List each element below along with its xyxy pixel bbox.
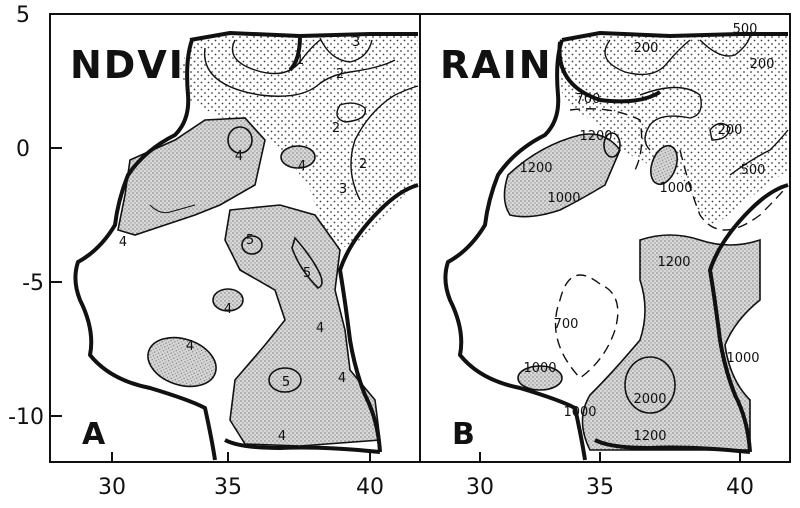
rain-contour-label: 500 [733,22,758,37]
rain-contour-label: 1200 [657,255,690,270]
ndvi-contour-label: 5 [303,266,311,281]
rain-dashed-contour [679,149,789,231]
rain-contour-label: 200 [750,57,775,72]
rain-landmass-outline [557,41,662,104]
panel-b: 500 200 200 700 1200 200 1200 1000 1000 500 1200 70… [440,22,789,461]
x-tick-label: 40 [356,475,384,500]
ndvi-contour-line [149,204,196,214]
ndvi-contour-label: 3 [339,182,347,197]
ndvi-contour-label: 4 [119,235,127,250]
ndvi-contour-label: 5 [282,375,290,390]
ndvi-shaded-oval-1 [280,145,316,169]
rain-contour-label: 700 [554,317,579,332]
ndvi-landmass-outline [73,31,419,461]
rain-contour-label: 1200 [519,161,552,176]
rain-contour-line [604,39,691,76]
ndvi-shaded-oval-3 [147,336,217,388]
rain-contour-ring [603,132,621,158]
rain-dashed-contour [569,108,643,171]
ndvi-contour-label: 5 [246,233,254,248]
ndvi-contour-ring [241,235,263,255]
rain-contour-label: 1000 [726,351,759,366]
ndvi-contour-label: 2 [336,67,344,82]
rain-shaded-oval-2 [517,365,563,391]
rain-contour-labels: 500 200 200 700 1200 200 1200 1000 1000 500 1200 70… [519,22,774,444]
ndvi-contour-label: 1 [296,53,304,68]
rain-contour-line [729,129,789,176]
ndvi-contour-label: 4 [235,149,243,164]
ndvi-contour-label: 4 [278,429,286,444]
rain-dashed-contour [554,274,619,379]
rain-contour-label: 2000 [633,392,666,407]
ndvi-contour-ring [227,126,253,154]
x-axis: 30 35 40 30 35 40 [98,452,754,500]
ndvi-contour-ring [268,367,302,393]
ndvi-shaded-zone-1 [117,117,266,236]
ndvi-contour-ring [291,236,323,289]
ndvi-contour-label: 4 [224,302,232,317]
rain-contour-label: 1000 [547,191,580,206]
x-tick-label: 40 [726,475,754,500]
panel-b-letter: B [452,417,475,452]
x-tick-label: 30 [466,475,494,500]
ndvi-contour-label: 4 [298,159,306,174]
rain-shaded-zone-1 [503,133,621,218]
panel-b-title: RAIN [440,43,553,87]
y-tick-label: 5 [16,3,30,28]
rain-contour-label: 1000 [523,361,556,376]
rain-contour-label: 1200 [633,429,666,444]
ndvi-shaded-oval-2 [212,288,244,312]
x-tick-label: 35 [586,475,614,500]
ndvi-contour-line [203,47,396,97]
ndvi-contour-label: 4 [338,371,346,386]
rain-contour-label: 700 [576,92,601,107]
rain-contour-ring [624,356,676,414]
ndvi-contour-line [336,102,367,123]
rain-contour-label: 500 [741,163,766,178]
rain-contour-line [699,35,751,57]
rain-contour-label: 200 [634,41,659,56]
y-tick-label: -5 [22,271,44,296]
ndvi-contour-label: 2 [332,121,340,136]
y-tick-label: 0 [16,137,30,162]
rain-contour-label: 1000 [659,181,692,196]
x-tick-label: 30 [98,475,126,500]
ndvi-contour-label: 3 [352,35,360,50]
y-axis: 5 0 -5 -10 [8,3,62,430]
y-tick-label: -10 [8,405,44,430]
ndvi-contour-line [231,39,321,75]
rain-contour-label: 1200 [579,129,612,144]
ndvi-contour-label: 4 [186,339,194,354]
rain-contour-line [709,122,731,141]
rain-contour-label: 1000 [563,405,596,420]
rain-landmass-outline [443,31,789,461]
ndvi-contour-line [350,85,419,201]
panel-a-title: NDVI [70,43,185,87]
ndvi-contour-label: 2 [359,157,367,172]
rain-shaded-oval-1 [650,144,678,186]
rain-dotted-region [560,34,788,225]
x-tick-label: 35 [214,475,242,500]
ndvi-contour-label: 4 [316,321,324,336]
rain-contour-label: 200 [718,123,743,138]
panel-a-letter: A [82,417,106,452]
rain-contour-line [639,86,702,151]
ndvi-contour-line [319,37,373,63]
